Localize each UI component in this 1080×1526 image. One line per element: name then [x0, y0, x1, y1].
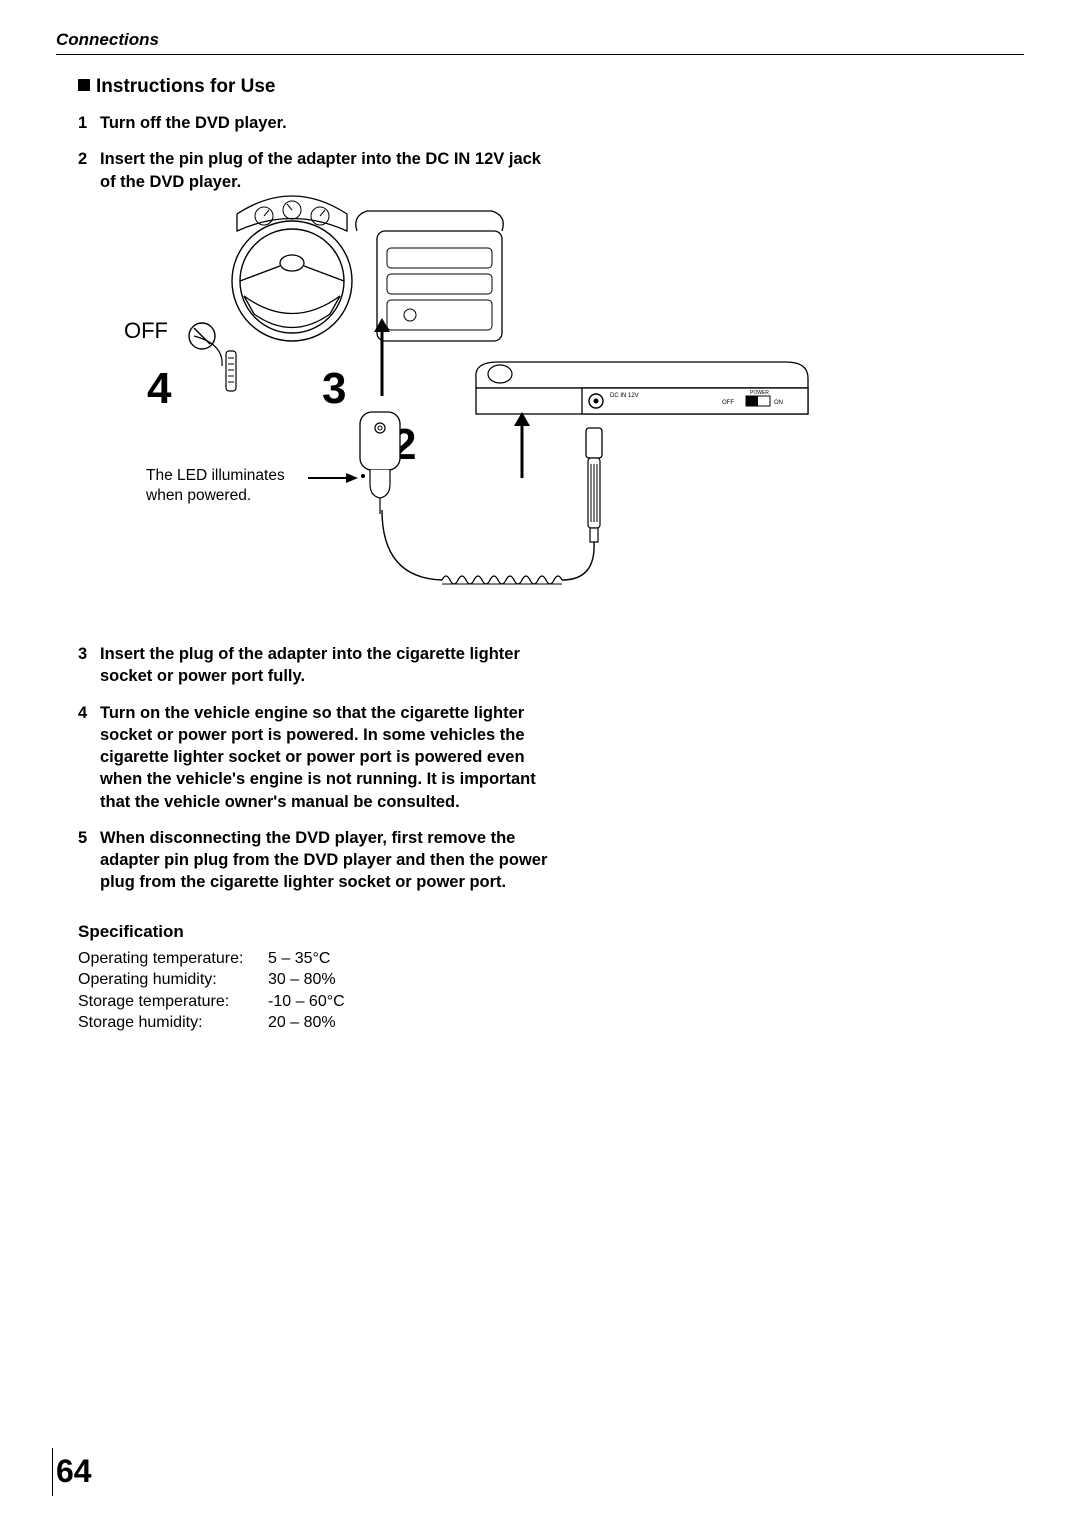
led-caption: The LED illuminates when powered.: [146, 466, 285, 506]
header-rule: [56, 54, 1024, 55]
page-rule: [52, 1448, 53, 1496]
step-text: Insert the plug of the adapter into the …: [100, 645, 520, 685]
cable-icon: [382, 408, 622, 618]
svg-text:POWER: POWER: [750, 390, 769, 396]
step-text: Insert the pin plug of the adapter into …: [100, 150, 541, 190]
spec-row: Storage humidity:20 – 80%: [78, 1012, 558, 1034]
step-num: 1: [78, 112, 87, 134]
spec-key: Operating humidity:: [78, 969, 268, 991]
arrow-led-icon: [308, 470, 368, 490]
page-number: 64: [56, 1453, 92, 1490]
off-label: OFF: [124, 318, 168, 344]
spec-row: Operating humidity:30 – 80%: [78, 969, 558, 991]
step-1: 1Turn off the DVD player.: [100, 112, 558, 134]
arrow-3-icon: [362, 316, 422, 406]
spec-val: -10 – 60°C: [268, 991, 345, 1013]
steps-top: 1Turn off the DVD player. 2Insert the pi…: [78, 112, 558, 193]
dc-in-label: DC IN 12V: [610, 393, 639, 399]
section-title: Instructions for Use: [78, 76, 558, 98]
spec-table: Operating temperature:5 – 35°C Operating…: [78, 948, 558, 1034]
led-line2: when powered.: [146, 487, 251, 504]
bullet-icon: [78, 79, 90, 91]
spec-row: Storage temperature:-10 – 60°C: [78, 991, 558, 1013]
step-text: Turn off the DVD player.: [100, 114, 287, 132]
spec-row: Operating temperature:5 – 35°C: [78, 948, 558, 970]
spec-title: Specification: [78, 922, 558, 942]
step-3: 3Insert the plug of the adapter into the…: [100, 643, 558, 688]
svg-text:ON: ON: [774, 400, 783, 406]
step-text: When disconnecting the DVD player, first…: [100, 829, 547, 892]
step-num: 5: [78, 827, 87, 849]
step-text: Turn on the vehicle engine so that the c…: [100, 704, 536, 811]
spec-val: 5 – 35°C: [268, 948, 330, 970]
steps-bottom: 3 Insert the plug of the adapter into the…: [78, 643, 558, 894]
step-num: 2: [78, 148, 87, 170]
step-4: 4Turn on the vehicle engine so that the …: [100, 702, 558, 813]
spec-key: Operating temperature:: [78, 948, 268, 970]
spec-val: 20 – 80%: [268, 1012, 336, 1034]
callout-3: 3: [322, 364, 346, 414]
spec-key: Storage humidity:: [78, 1012, 268, 1034]
step-5: 5When disconnecting the DVD player, firs…: [100, 827, 558, 894]
led-line1: The LED illuminates: [146, 467, 285, 484]
diagram: OFF 4 3 2 The LED illuminates when power…: [112, 186, 832, 626]
spec-val: 30 – 80%: [268, 969, 336, 991]
step-num: 3: [78, 643, 87, 665]
spec-key: Storage temperature:: [78, 991, 268, 1013]
specification: Specification Operating temperature:5 – …: [78, 922, 558, 1034]
step-num: 4: [78, 702, 87, 724]
title-text: Instructions for Use: [96, 76, 275, 97]
callout-4: 4: [147, 364, 171, 414]
header-section: Connections: [56, 30, 159, 50]
svg-text:OFF: OFF: [722, 400, 734, 406]
